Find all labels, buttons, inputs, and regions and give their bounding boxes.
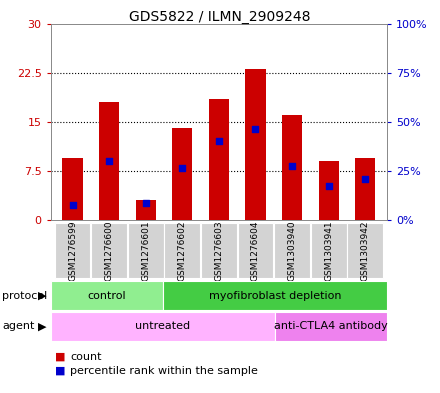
Bar bbox=[209, 99, 229, 220]
Text: GSM1276604: GSM1276604 bbox=[251, 220, 260, 281]
Text: GSM1276603: GSM1276603 bbox=[214, 220, 224, 281]
Point bbox=[325, 182, 332, 189]
Text: GSM1276600: GSM1276600 bbox=[105, 220, 114, 281]
Bar bbox=[311, 222, 347, 279]
Text: GSM1303942: GSM1303942 bbox=[361, 220, 370, 281]
Point bbox=[289, 163, 296, 169]
Text: GSM1303940: GSM1303940 bbox=[288, 220, 297, 281]
Bar bbox=[128, 222, 164, 279]
Bar bbox=[275, 312, 387, 341]
Text: agent: agent bbox=[2, 321, 35, 331]
Text: control: control bbox=[88, 291, 126, 301]
Text: count: count bbox=[70, 352, 102, 362]
Bar bbox=[165, 222, 200, 279]
Bar bbox=[172, 129, 192, 220]
Text: protocol: protocol bbox=[2, 291, 48, 301]
Text: untreated: untreated bbox=[135, 321, 191, 331]
Bar bbox=[136, 200, 156, 220]
Point bbox=[216, 138, 223, 145]
Text: GDS5822 / ILMN_2909248: GDS5822 / ILMN_2909248 bbox=[129, 10, 311, 24]
Bar bbox=[55, 222, 91, 279]
Bar bbox=[282, 115, 302, 220]
Text: GSM1276602: GSM1276602 bbox=[178, 220, 187, 281]
Text: ▶: ▶ bbox=[38, 291, 46, 301]
Point bbox=[69, 202, 76, 208]
Point bbox=[362, 176, 369, 182]
Bar bbox=[51, 281, 163, 310]
Bar bbox=[91, 222, 127, 279]
Text: ▶: ▶ bbox=[38, 321, 46, 331]
Text: myofibroblast depletion: myofibroblast depletion bbox=[209, 291, 341, 301]
Bar bbox=[201, 222, 237, 279]
Bar bbox=[163, 281, 387, 310]
Text: ■: ■ bbox=[55, 352, 66, 362]
Text: percentile rank within the sample: percentile rank within the sample bbox=[70, 365, 258, 376]
Bar bbox=[62, 158, 83, 220]
Point bbox=[142, 200, 149, 207]
Bar bbox=[246, 70, 266, 220]
Text: GSM1276601: GSM1276601 bbox=[141, 220, 150, 281]
Bar bbox=[347, 222, 383, 279]
Bar bbox=[238, 222, 273, 279]
Text: GSM1276599: GSM1276599 bbox=[68, 220, 77, 281]
Bar bbox=[319, 161, 339, 220]
Bar bbox=[99, 102, 119, 220]
Text: GSM1303941: GSM1303941 bbox=[324, 220, 333, 281]
Text: anti-CTLA4 antibody: anti-CTLA4 antibody bbox=[274, 321, 388, 331]
Point bbox=[179, 165, 186, 171]
Point bbox=[252, 126, 259, 132]
Bar bbox=[274, 222, 310, 279]
Bar bbox=[355, 158, 375, 220]
Text: ■: ■ bbox=[55, 365, 66, 376]
Bar bbox=[51, 312, 275, 341]
Point bbox=[106, 158, 113, 164]
